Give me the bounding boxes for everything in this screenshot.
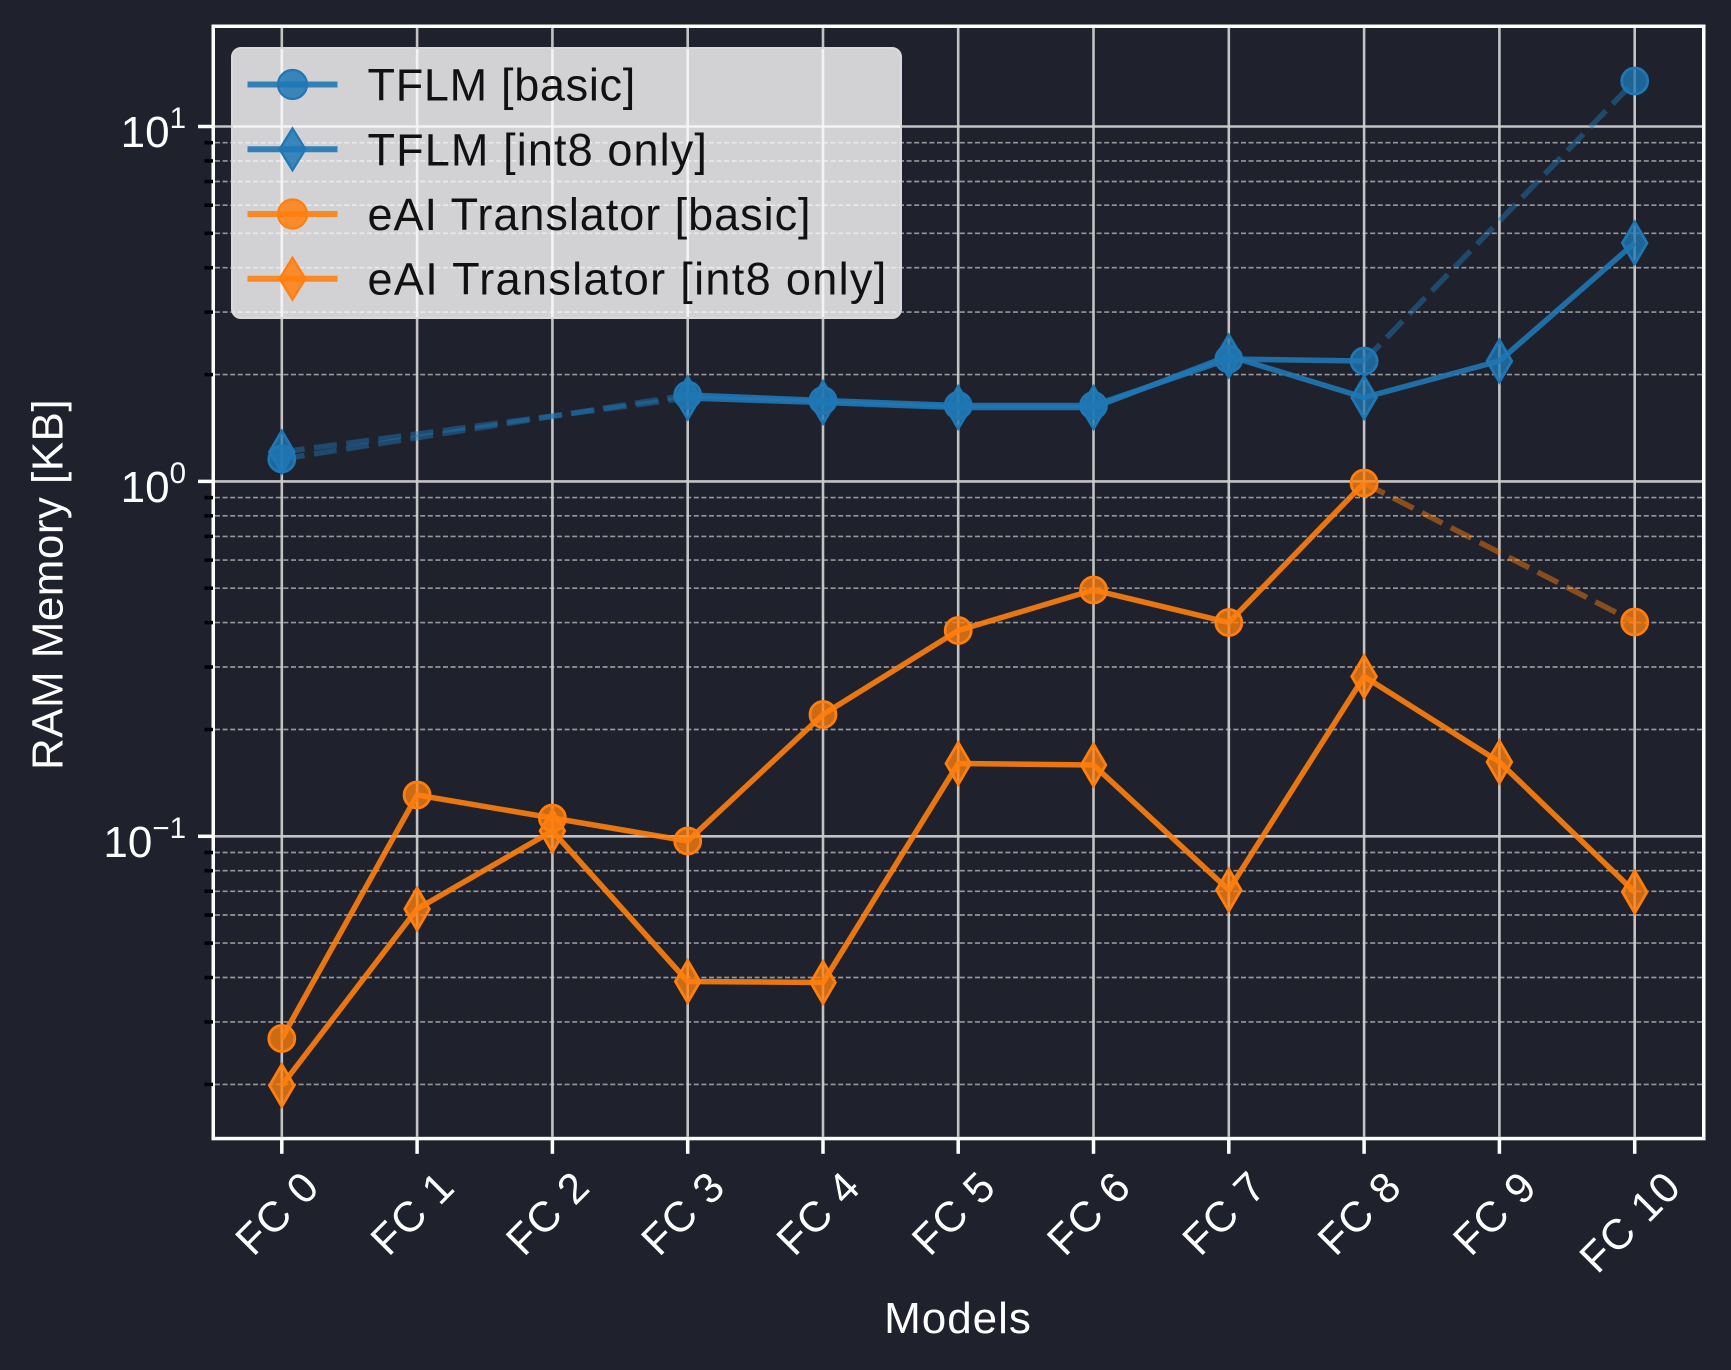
svg-text:RAM Memory [KB]: RAM Memory [KB] xyxy=(24,399,73,770)
svg-text:TFLM [basic]: TFLM [basic] xyxy=(368,60,636,111)
svg-text:eAI Translator [basic]: eAI Translator [basic] xyxy=(368,189,812,240)
svg-text:10−1: 10−1 xyxy=(103,812,186,867)
svg-text:TFLM [int8 only]: TFLM [int8 only] xyxy=(368,124,709,175)
svg-text:Models: Models xyxy=(884,1294,1032,1343)
svg-text:eAI Translator [int8 only]: eAI Translator [int8 only] xyxy=(368,254,888,305)
svg-text:100: 100 xyxy=(121,457,186,512)
svg-text:101: 101 xyxy=(121,102,186,157)
